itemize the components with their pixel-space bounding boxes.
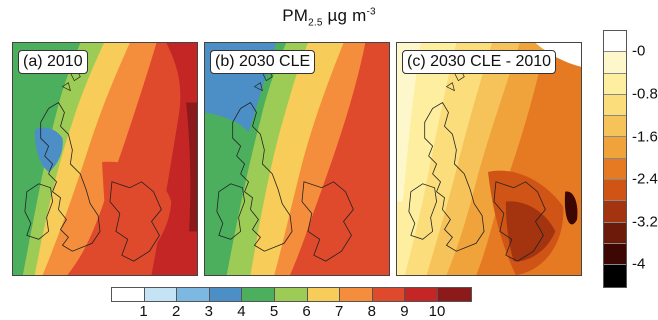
- panel-label-a: (a) 2010: [18, 50, 88, 74]
- pm25-colorbar: [111, 287, 472, 302]
- pm25-colorbar-tick-label: 7: [335, 303, 344, 320]
- difference-colorbar-tick-label: -0.8: [632, 85, 658, 103]
- pm25-colorbar-swatch: [340, 288, 373, 301]
- difference-colorbar-swatch: [604, 137, 626, 159]
- panel-difference-map: (c) 2030 CLE - 2010: [396, 42, 582, 276]
- difference-colorbar-swatch: [604, 73, 626, 95]
- difference-colorbar-tick-label: -2.4: [632, 170, 658, 188]
- pm25-colorbar-tick-label: 1: [139, 303, 148, 320]
- difference-colorbar-tick-label: -1.6: [632, 128, 658, 145]
- panel-2030-cle-map: (b) 2030 CLE: [204, 42, 390, 276]
- pm25-colorbar-tick-label: 4: [237, 303, 246, 320]
- pm25-colorbar-swatch: [405, 288, 438, 301]
- pm25-colorbar-swatch: [144, 288, 178, 301]
- panel-2010-map: (a) 2010: [12, 42, 198, 276]
- pm25-colorbar-tick-label: 10: [428, 303, 446, 320]
- difference-colorbar-swatch: [604, 158, 626, 181]
- difference-colorbar-tick-label: -0: [632, 42, 646, 60]
- difference-colorbar-swatch: [604, 180, 626, 202]
- pm25-colorbar-swatch: [274, 288, 308, 301]
- pm25-colorbar-tick-label: 6: [302, 303, 311, 320]
- pm25-colorbar-tick-label: 9: [400, 303, 409, 320]
- pm25-colorbar-swatch: [307, 288, 341, 301]
- difference-colorbar-swatch: [604, 222, 626, 244]
- difference-colorbar-swatch: [604, 94, 626, 117]
- pm25-colorbar-tick-label: 8: [367, 303, 376, 320]
- pm25-colorbar-swatch: [372, 288, 406, 301]
- panel-label-c: (c) 2030 CLE - 2010: [402, 50, 557, 74]
- pm25-colorbar-swatch: [209, 288, 243, 301]
- difference-colorbar-swatch: [604, 243, 626, 266]
- difference-colorbar-swatch: [604, 116, 626, 138]
- pm25-colorbar-swatch: [242, 288, 275, 301]
- pm25-colorbar-swatch: [437, 288, 471, 301]
- pm25-colorbar-swatch: [112, 288, 145, 301]
- figure-title: PM2.5 µg m-3: [282, 6, 376, 29]
- difference-colorbar-swatch: [604, 265, 626, 287]
- pm25-colorbar-swatch: [177, 288, 210, 301]
- difference-colorbar-swatch: [604, 201, 626, 223]
- difference-colorbar-tick-label: -3.2: [632, 213, 658, 231]
- panel-label-b: (b) 2030 CLE: [210, 50, 316, 74]
- difference-colorbar: [603, 30, 627, 288]
- pm25-colorbar-tick-label: 2: [172, 303, 181, 320]
- difference-colorbar-swatch: [604, 52, 626, 74]
- difference-colorbar-tick-label: -4: [632, 255, 646, 273]
- pm25-colorbar-tick-label: 3: [204, 303, 213, 320]
- pm25-colorbar-tick-label: 5: [269, 303, 279, 320]
- difference-colorbar-swatch: [604, 31, 626, 53]
